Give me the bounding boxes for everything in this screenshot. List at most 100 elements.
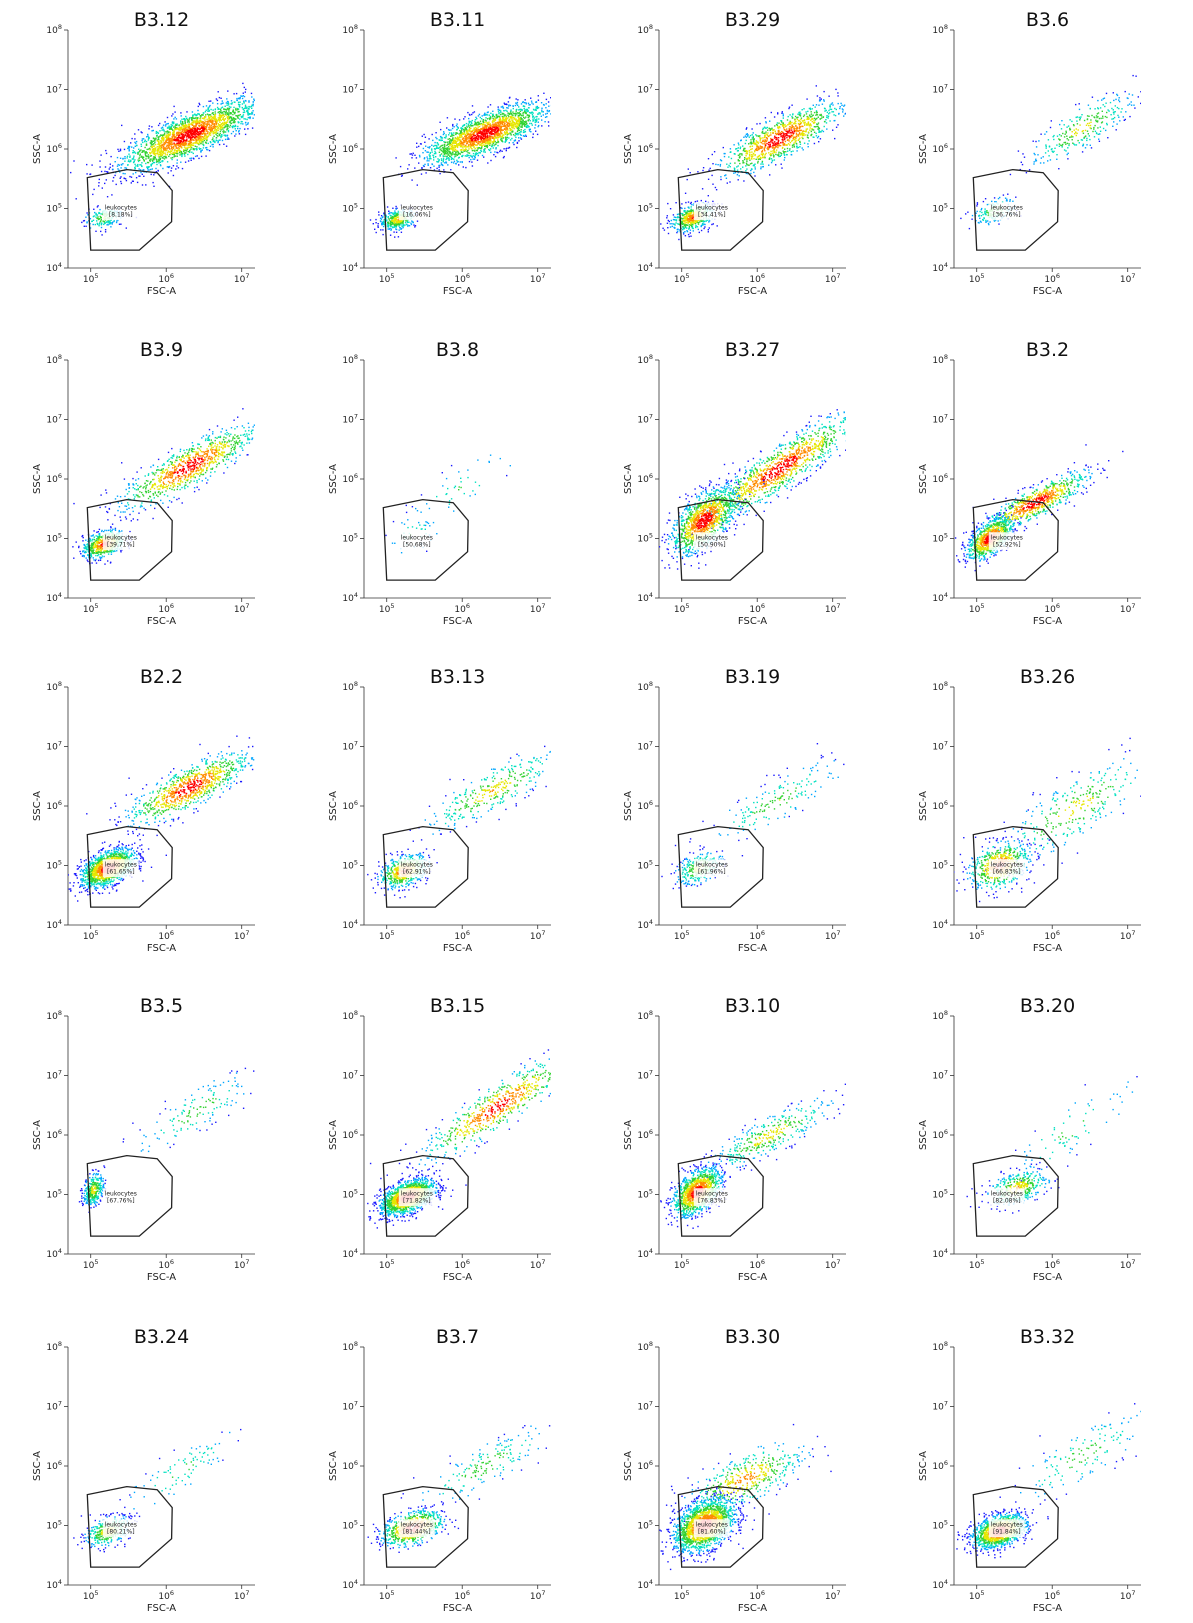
event-point (409, 153, 411, 155)
event-point (801, 147, 803, 149)
event-point (152, 148, 155, 150)
event-point (391, 218, 393, 220)
event-point (234, 109, 237, 111)
event-point (206, 138, 208, 140)
event-point (474, 156, 476, 158)
event-point (464, 137, 467, 139)
event-point (819, 138, 822, 140)
event-point (221, 118, 224, 120)
event-point (488, 141, 491, 143)
event-point (439, 164, 441, 167)
event-point (208, 116, 211, 119)
event-point (148, 128, 150, 130)
event-point (184, 122, 186, 124)
event-point (463, 131, 465, 133)
event-point (493, 120, 495, 122)
event-point (443, 169, 445, 171)
event-point (511, 113, 513, 115)
event-point (196, 114, 198, 117)
event-point (191, 129, 193, 131)
event-point (516, 142, 519, 144)
event-point (512, 126, 514, 128)
event-point (170, 167, 173, 169)
event-point (404, 224, 406, 226)
event-point (185, 144, 187, 147)
event-point (202, 147, 205, 149)
event-point (715, 189, 718, 191)
event-point (397, 236, 400, 238)
event-point (737, 179, 739, 181)
leukocyte-gate[interactable] (382, 168, 469, 251)
event-point (226, 129, 228, 131)
event-point (497, 140, 499, 143)
event-point (160, 142, 162, 144)
event-point (458, 143, 461, 146)
event-point (234, 124, 236, 127)
event-point (492, 133, 495, 135)
event-point (713, 151, 716, 153)
event-point (209, 134, 212, 136)
leukocyte-gate[interactable] (86, 168, 173, 251)
event-point (517, 99, 519, 101)
event-point (168, 141, 170, 143)
event-point (189, 130, 191, 133)
event-point (541, 109, 543, 111)
event-point (487, 134, 489, 137)
event-point (746, 127, 748, 129)
event-point (205, 109, 207, 111)
event-point (756, 123, 758, 125)
event-point (515, 102, 517, 104)
event-point (550, 104, 551, 107)
event-point (73, 160, 75, 162)
event-point (111, 222, 113, 224)
event-point (819, 97, 821, 99)
event-point (389, 223, 391, 225)
event-point (474, 156, 476, 159)
event-point (497, 110, 500, 112)
event-point (153, 161, 155, 164)
event-point (506, 110, 508, 112)
event-point (423, 158, 426, 160)
event-point (480, 130, 482, 133)
event-point (456, 144, 458, 147)
event-point (167, 133, 170, 135)
event-point (818, 131, 820, 133)
event-point (486, 114, 489, 116)
event-point (473, 142, 475, 144)
event-point (230, 106, 232, 108)
event-point (387, 216, 389, 218)
event-point (151, 147, 153, 149)
event-point (483, 151, 485, 153)
event-point (547, 101, 550, 103)
event-point (169, 134, 171, 136)
event-point (129, 156, 131, 158)
event-point (461, 145, 463, 148)
event-point (252, 105, 254, 107)
event-point (476, 118, 478, 120)
event-point (437, 143, 439, 145)
event-point (468, 125, 470, 127)
event-point (184, 161, 187, 163)
event-point (491, 133, 494, 135)
event-point (729, 181, 731, 183)
event-point (256, 121, 257, 122)
event-point (745, 136, 748, 138)
event-point (552, 117, 553, 118)
event-point (827, 115, 830, 117)
event-point (792, 150, 794, 152)
event-point (137, 160, 140, 163)
event-point (835, 108, 837, 111)
event-point (220, 135, 222, 137)
event-point (446, 155, 448, 157)
event-point (480, 122, 482, 125)
event-point (169, 133, 172, 135)
event-point (187, 144, 189, 147)
event-point (210, 141, 212, 144)
event-point (832, 104, 834, 106)
event-point (192, 116, 194, 118)
event-point (227, 90, 229, 92)
event-point (231, 118, 233, 121)
event-point (492, 123, 494, 125)
event-point (476, 159, 479, 161)
event-point (170, 150, 172, 152)
